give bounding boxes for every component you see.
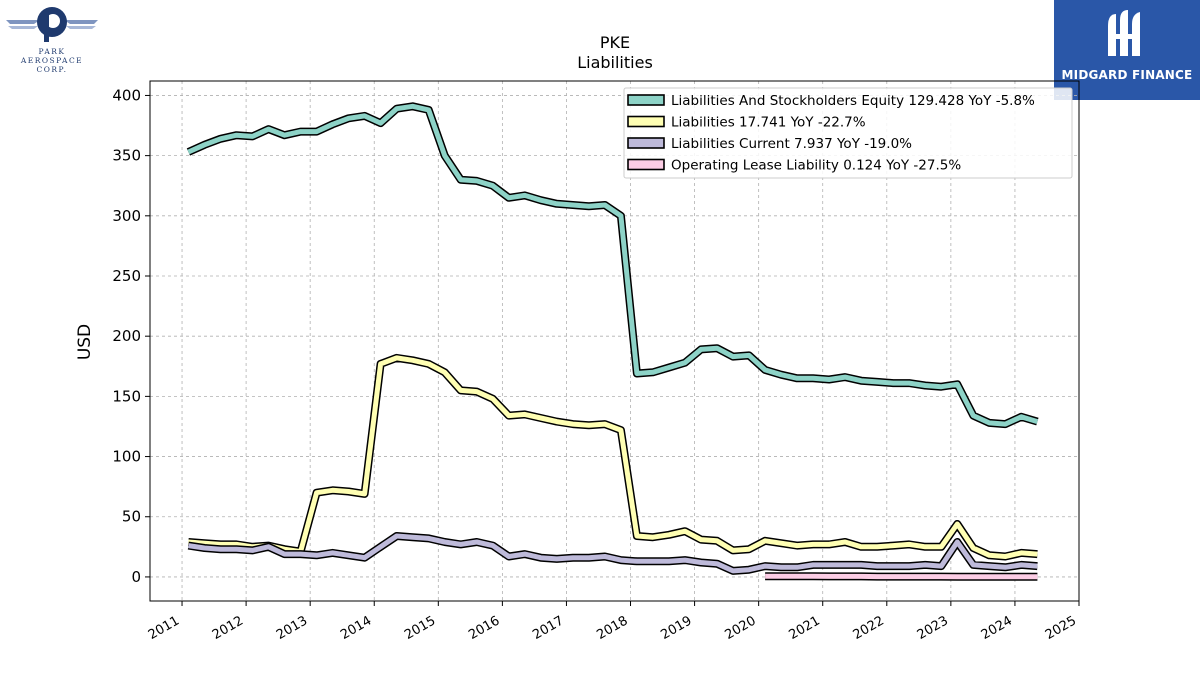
x-tick-label: 2023 [915,613,951,643]
x-tick-label: 2013 [274,613,310,643]
series-line-liabilities [188,355,1038,559]
legend: Liabilities And Stockholders Equity 129.… [623,87,1073,179]
logo-line-1: PARK [38,47,66,56]
x-tick-label: 2017 [530,613,566,643]
x-tick-label: 2025 [1043,613,1079,643]
y-tick-label: 350 [112,147,141,165]
chart-title: PKE [600,33,630,52]
series-line-operating-lease-liability [765,573,1038,580]
midgard-m-mark-icon [1108,10,1140,56]
y-tick-label: 250 [112,267,141,285]
legend-swatch-liabilities-current [627,137,665,149]
x-tick-label: 2012 [210,613,246,643]
x-tick-label: 2019 [658,613,694,643]
series-line-liabilities-current [188,533,1038,574]
x-tick-label: 2018 [594,613,630,643]
park-p-mark-icon [6,7,98,42]
logo-line-2: AEROSPACE [20,56,84,65]
legend-label-liabilities: Liabilities 17.741 YoY -22.7% [671,115,866,131]
y-tick-label: 200 [112,327,141,345]
y-tick-label: 0 [131,568,141,586]
midgard-brand-text: MIDGARD FINANCE [1061,68,1193,82]
park-aerospace-logo: PARK AEROSPACE CORP. [4,4,100,76]
y-tick-label: 100 [112,448,141,466]
x-tick-label: 2015 [402,613,438,643]
y-tick-label: 150 [112,387,141,405]
series-outline-liabilities [188,353,1038,561]
x-tick-label: 2021 [787,613,823,643]
legend-swatch-liabilities [627,115,665,128]
y-axis-label: USD [75,324,95,360]
legend-swatch-operating-lease-liability [627,158,665,171]
x-tick-label: 2016 [466,613,502,643]
y-tick-label: 50 [122,508,141,526]
x-tick-label: 2022 [851,613,887,643]
legend-label-liabilities-and-stockholders-equity: Liabilities And Stockholders Equity 129.… [671,93,1035,109]
y-tick-label: 300 [112,207,141,225]
series-layer [186,102,1039,581]
legend-box [623,87,1073,179]
chart-subtitle: Liabilities [577,53,653,72]
x-tick-label: 2014 [338,613,374,643]
legend-label-liabilities-current: Liabilities Current 7.937 YoY -19.0% [671,136,912,152]
legend-swatch-liabilities-and-stockholders-equity [627,94,665,106]
y-tick-label: 400 [112,86,141,104]
series-line-liabilities-and-stockholders-equity [187,103,1039,427]
midgard-finance-logo: MIDGARD FINANCE [1054,0,1200,100]
x-tick-label: 2024 [979,613,1015,643]
legend-label-operating-lease-liability: Operating Lease Liability 0.124 YoY -27.… [671,158,961,174]
x-tick-label: 2011 [146,613,182,643]
x-tick-label: 2020 [722,613,758,643]
plot-frame [149,80,1080,602]
logo-line-3: CORP. [36,65,68,74]
